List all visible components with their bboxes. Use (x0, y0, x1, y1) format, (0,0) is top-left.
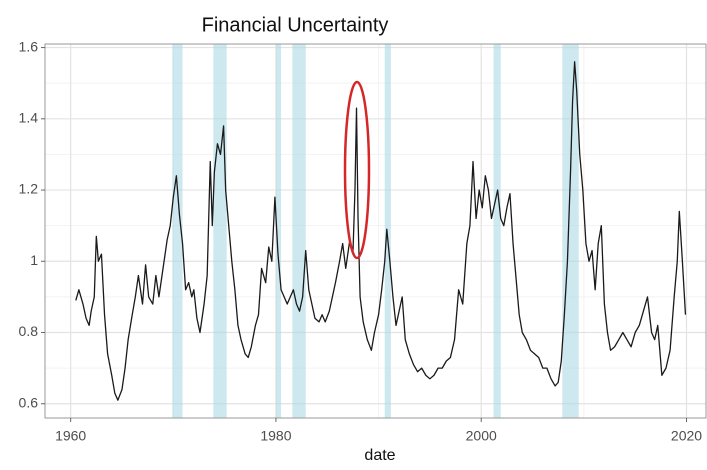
panel-background (45, 44, 706, 418)
grid (45, 44, 706, 418)
recession-band (562, 44, 579, 418)
recession-band (384, 44, 391, 418)
y-tick-label: 0.6 (19, 394, 39, 410)
recession-band (493, 44, 501, 418)
x-axis-title: date (364, 447, 395, 464)
x-tick-label: 2000 (466, 428, 497, 444)
series (75, 61, 687, 401)
y-tick-label: 1.6 (19, 38, 39, 54)
y-tick-label: 0.8 (19, 323, 39, 339)
x-tick-label: 1960 (55, 428, 86, 444)
x-tick-label: 1980 (260, 428, 291, 444)
panel-border (44, 43, 707, 419)
x-tick-label: 2020 (671, 428, 702, 444)
recession-band (172, 44, 183, 418)
y-tick-label: 1.4 (19, 110, 39, 126)
recession-bands (172, 44, 579, 418)
recession-band (275, 44, 282, 418)
chart-title: Financial Uncertainty (202, 14, 389, 36)
y-tick-label: 1.2 (19, 181, 39, 197)
axes: 1960 1980 2000 2020 0.6 0.8 1 1.2 1.4 1.6 (19, 38, 703, 443)
y-tick-label: 1 (30, 252, 38, 268)
recession-band (213, 44, 227, 418)
recession-band (292, 44, 306, 418)
data-line (75, 61, 687, 401)
highlight-ellipse (343, 80, 371, 260)
